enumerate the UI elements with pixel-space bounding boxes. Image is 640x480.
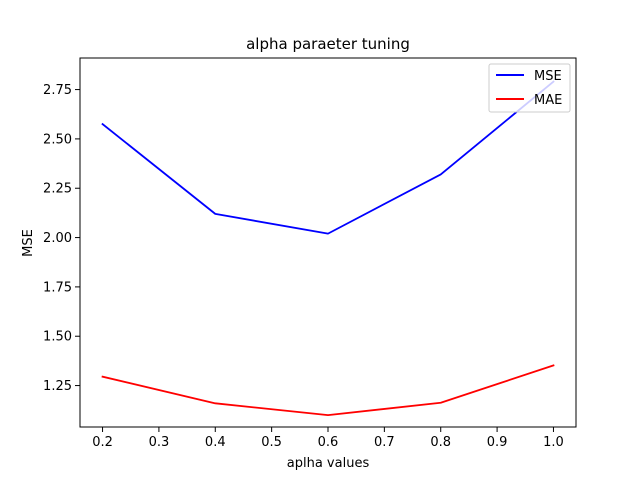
y-axis-label: MSE: [21, 229, 36, 257]
x-tick-label: 1.0: [543, 435, 564, 450]
x-tick-label: 0.4: [205, 435, 226, 450]
x-axis-label: aplha values: [287, 456, 370, 471]
x-tick-label: 0.8: [430, 435, 451, 450]
x-tick-label: 0.9: [487, 435, 508, 450]
legend: MSE MAE: [488, 63, 571, 113]
y-tick-label: 2.75: [43, 83, 72, 98]
series-line-mse: [101, 80, 555, 235]
y-tick-label: 2.50: [43, 132, 72, 147]
series-line-mae: [101, 364, 555, 417]
x-tick-label: 0.2: [92, 435, 113, 450]
legend-label-mae: MAE: [534, 93, 562, 108]
plot-area: [80, 58, 576, 427]
plot-frame: [79, 57, 577, 428]
y-tick-label: 1.50: [43, 330, 72, 345]
x-tick-label: 0.3: [149, 435, 170, 450]
x-tick-label: 0.7: [374, 435, 395, 450]
x-tick-label: 0.5: [261, 435, 282, 450]
y-tick-label: 1.25: [43, 379, 72, 394]
x-tick-label: 0.6: [318, 435, 339, 450]
x-axis-ticks: 0.2 0.3 0.4 0.5 0.6 0.7 0.8 0.9 1.0: [92, 427, 564, 450]
y-tick-label: 2.25: [43, 182, 72, 197]
y-tick-label: 1.75: [43, 280, 72, 295]
series-layer: [101, 80, 555, 417]
legend-label-mse: MSE: [534, 69, 562, 84]
y-axis-ticks: 1.25 1.50 1.75 2.00 2.25 2.50 2.75: [43, 83, 80, 394]
chart-title: alpha paraeter tuning: [246, 35, 410, 53]
y-tick-label: 2.00: [43, 231, 72, 246]
